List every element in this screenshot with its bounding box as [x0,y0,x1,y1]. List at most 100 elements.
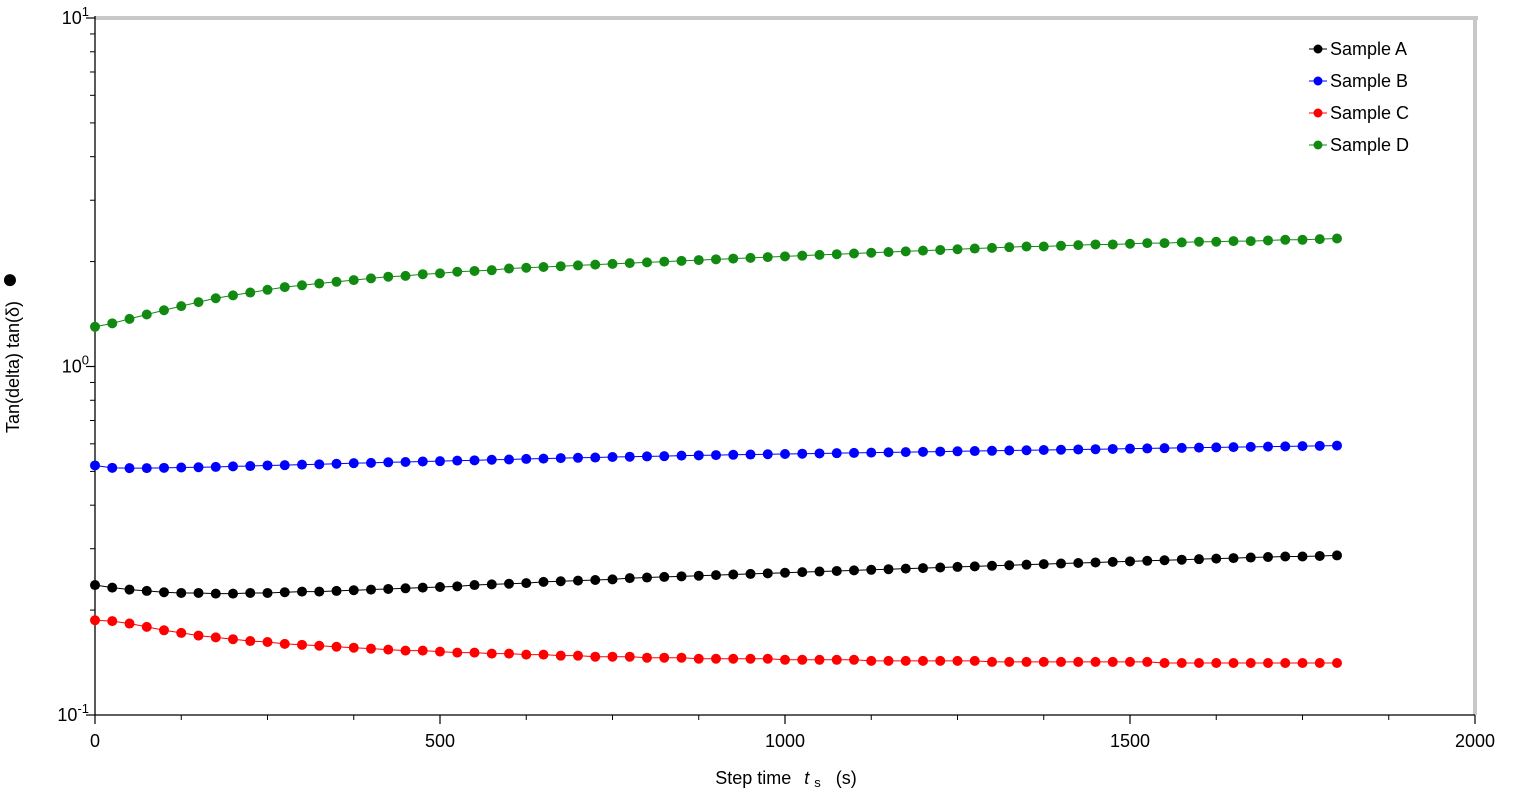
data-point [210,632,221,643]
data-point [435,646,445,657]
data-point [452,581,463,592]
data-point [486,579,497,590]
data-point [797,567,808,578]
data-point [624,573,635,584]
data-point [883,564,894,575]
data-point [383,583,394,594]
data-point [400,270,411,281]
data-point [1314,234,1325,245]
data-point [1142,238,1153,249]
data-point [1107,656,1118,667]
data-point [279,282,290,293]
data-point [486,265,497,276]
data-point [1314,657,1325,668]
data-point [762,653,773,664]
data-point [780,448,790,459]
data-point [711,653,721,664]
data-point [711,450,721,461]
data-point [193,587,204,598]
data-point [228,588,238,599]
data-point [969,655,980,666]
data-point [400,645,411,656]
data-point [883,447,894,458]
data-point [1090,444,1101,455]
series-layer [90,233,1342,668]
data-point [435,581,445,592]
data-point [1332,440,1342,451]
data-point [987,560,997,571]
data-point [331,641,342,652]
data-point [780,567,790,578]
data-point [348,275,359,286]
data-point [624,651,635,662]
data-point [107,462,118,473]
data-point [1228,236,1239,247]
data-point [987,656,997,667]
data-point [504,578,514,589]
data-point [1176,554,1187,565]
data-point [1245,552,1256,563]
data-point [607,574,618,585]
data-point [831,249,842,260]
data-point [1211,442,1222,453]
data-point [1263,235,1273,246]
data-point [987,242,997,253]
data-point [176,627,187,638]
data-point [624,258,635,269]
y-ticks: 10-1 100 101 [57,4,95,725]
data-point [607,651,618,662]
data-point [935,446,946,457]
data-point [1125,443,1135,454]
data-point [987,445,997,456]
data-point [1004,560,1015,571]
data-point [1090,656,1101,667]
data-point [676,450,687,461]
data-point [745,653,756,664]
data-point [521,578,532,589]
data-point [590,452,601,463]
data-point [1194,236,1204,247]
data-point [866,447,877,458]
data-point [728,253,739,264]
data-point [366,273,376,284]
data-point [1228,442,1239,453]
data-point [90,580,100,591]
data-point [469,265,480,276]
data-point [849,248,859,259]
data-point [642,451,652,462]
data-point [849,447,859,458]
data-point [607,451,618,462]
data-point [900,655,911,666]
data-point [1038,559,1049,570]
data-point [659,652,670,663]
data-point [693,570,704,581]
data-point [1314,550,1325,561]
data-point [728,449,739,460]
data-point [228,290,238,301]
data-point [435,456,445,467]
data-point [762,568,773,579]
data-point [228,634,238,645]
data-point [1038,444,1049,455]
data-point [141,309,152,320]
data-point [831,654,842,665]
data-point [659,571,670,582]
data-point [193,630,204,641]
data-point [849,654,859,665]
data-point [555,650,566,661]
data-point [952,446,963,457]
data-point [1142,555,1153,566]
data-point [314,459,325,470]
data-point [1073,240,1084,251]
data-point [555,453,566,464]
data-point [210,461,221,472]
data-point [1056,240,1066,251]
data-point [797,448,808,459]
data-point [883,655,894,666]
data-point [762,449,773,460]
data-point [624,451,635,462]
legend-marker [1313,140,1323,150]
data-point [711,254,721,265]
